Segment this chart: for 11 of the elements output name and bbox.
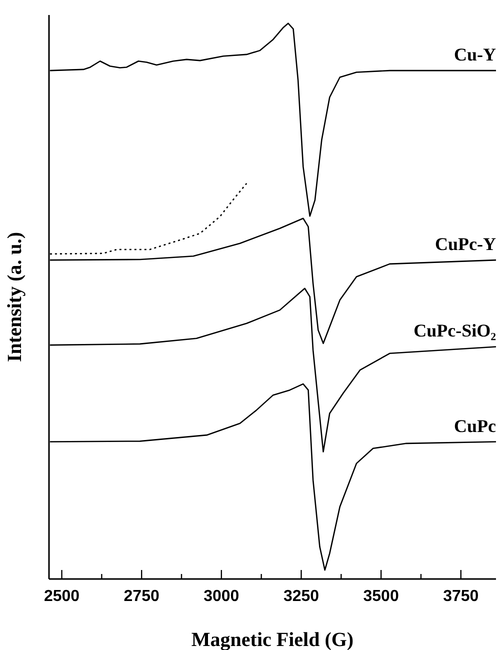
series-label: CuPc bbox=[454, 416, 496, 436]
x-tick-label: 2500 bbox=[44, 588, 80, 605]
series-label: Cu-Y bbox=[454, 44, 496, 65]
x-tick-label: 3750 bbox=[443, 588, 479, 605]
x-tick-label: 2750 bbox=[124, 588, 160, 605]
x-tick-label: 3250 bbox=[283, 588, 320, 605]
series-label: CuPc-Y bbox=[435, 234, 496, 254]
x-tick-label: 3500 bbox=[363, 588, 399, 605]
series-label: CuPc-SiO₂ bbox=[414, 320, 496, 341]
x-tick-label: 3000 bbox=[204, 588, 240, 605]
y-axis-title: Intensity (a. u.) bbox=[4, 232, 26, 362]
